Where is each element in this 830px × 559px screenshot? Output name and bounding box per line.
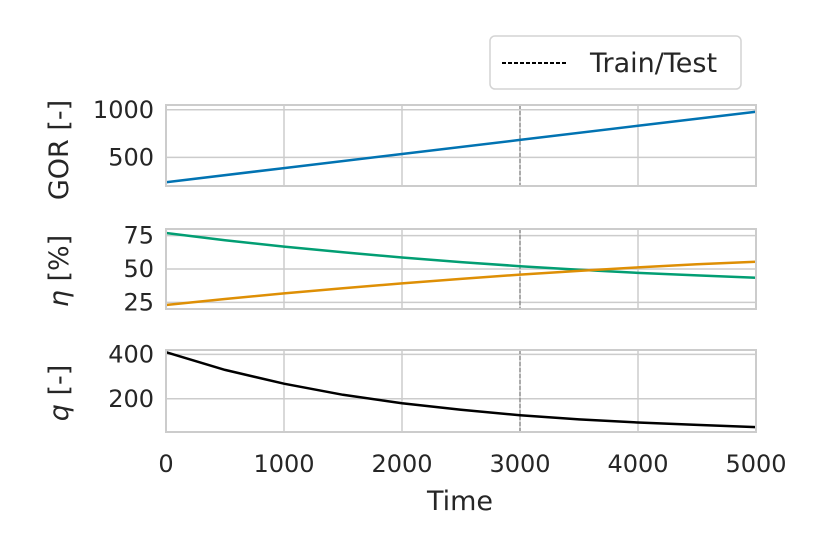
x-tick-label: 0 [158,450,173,478]
y-tick-label: 75 [123,222,154,250]
legend-box [489,35,742,90]
x-tick-label: 3000 [489,450,550,478]
panel-1: 500 1000 GOR [-] [44,96,757,200]
axes-frame [165,104,757,187]
y-tick-label: 25 [123,288,154,316]
panel-3: 200 400 q [-] 0 1000 2000 3000 4000 5000 [44,340,787,478]
series-line [165,260,757,307]
y-axis-label: q [-] [44,365,75,422]
series-line [165,351,757,429]
x-tick-label: 1000 [253,450,314,478]
x-tick-label: 2000 [371,450,432,478]
y-tick-label: 500 [108,143,154,171]
y-tick-label: 400 [108,340,154,368]
legend-label-train-test: Train/Test [589,48,717,79]
panels: 500 1000 GOR [-] 25 50 75 η [%] 200 400 q [-] 0 100… [44,96,787,478]
y-tick-label: 200 [108,385,154,413]
x-tick-label: 4000 [607,450,668,478]
panel-2: 25 50 75 η [%] [44,222,757,316]
y-axis-label: η [%] [44,235,75,307]
legend: Train/Test [489,35,742,90]
x-axis-label: Time [426,486,493,517]
series-line [165,231,757,280]
y-axis-label: GOR [-] [44,100,75,200]
y-tick-label: 50 [123,255,154,283]
axes-frame [165,228,757,310]
x-tick-label: 5000 [725,450,786,478]
axes-frame [165,349,757,433]
y-tick-label: 1000 [93,96,154,124]
plot-area [166,105,756,186]
plot-area [166,350,756,432]
series-line [165,110,757,184]
